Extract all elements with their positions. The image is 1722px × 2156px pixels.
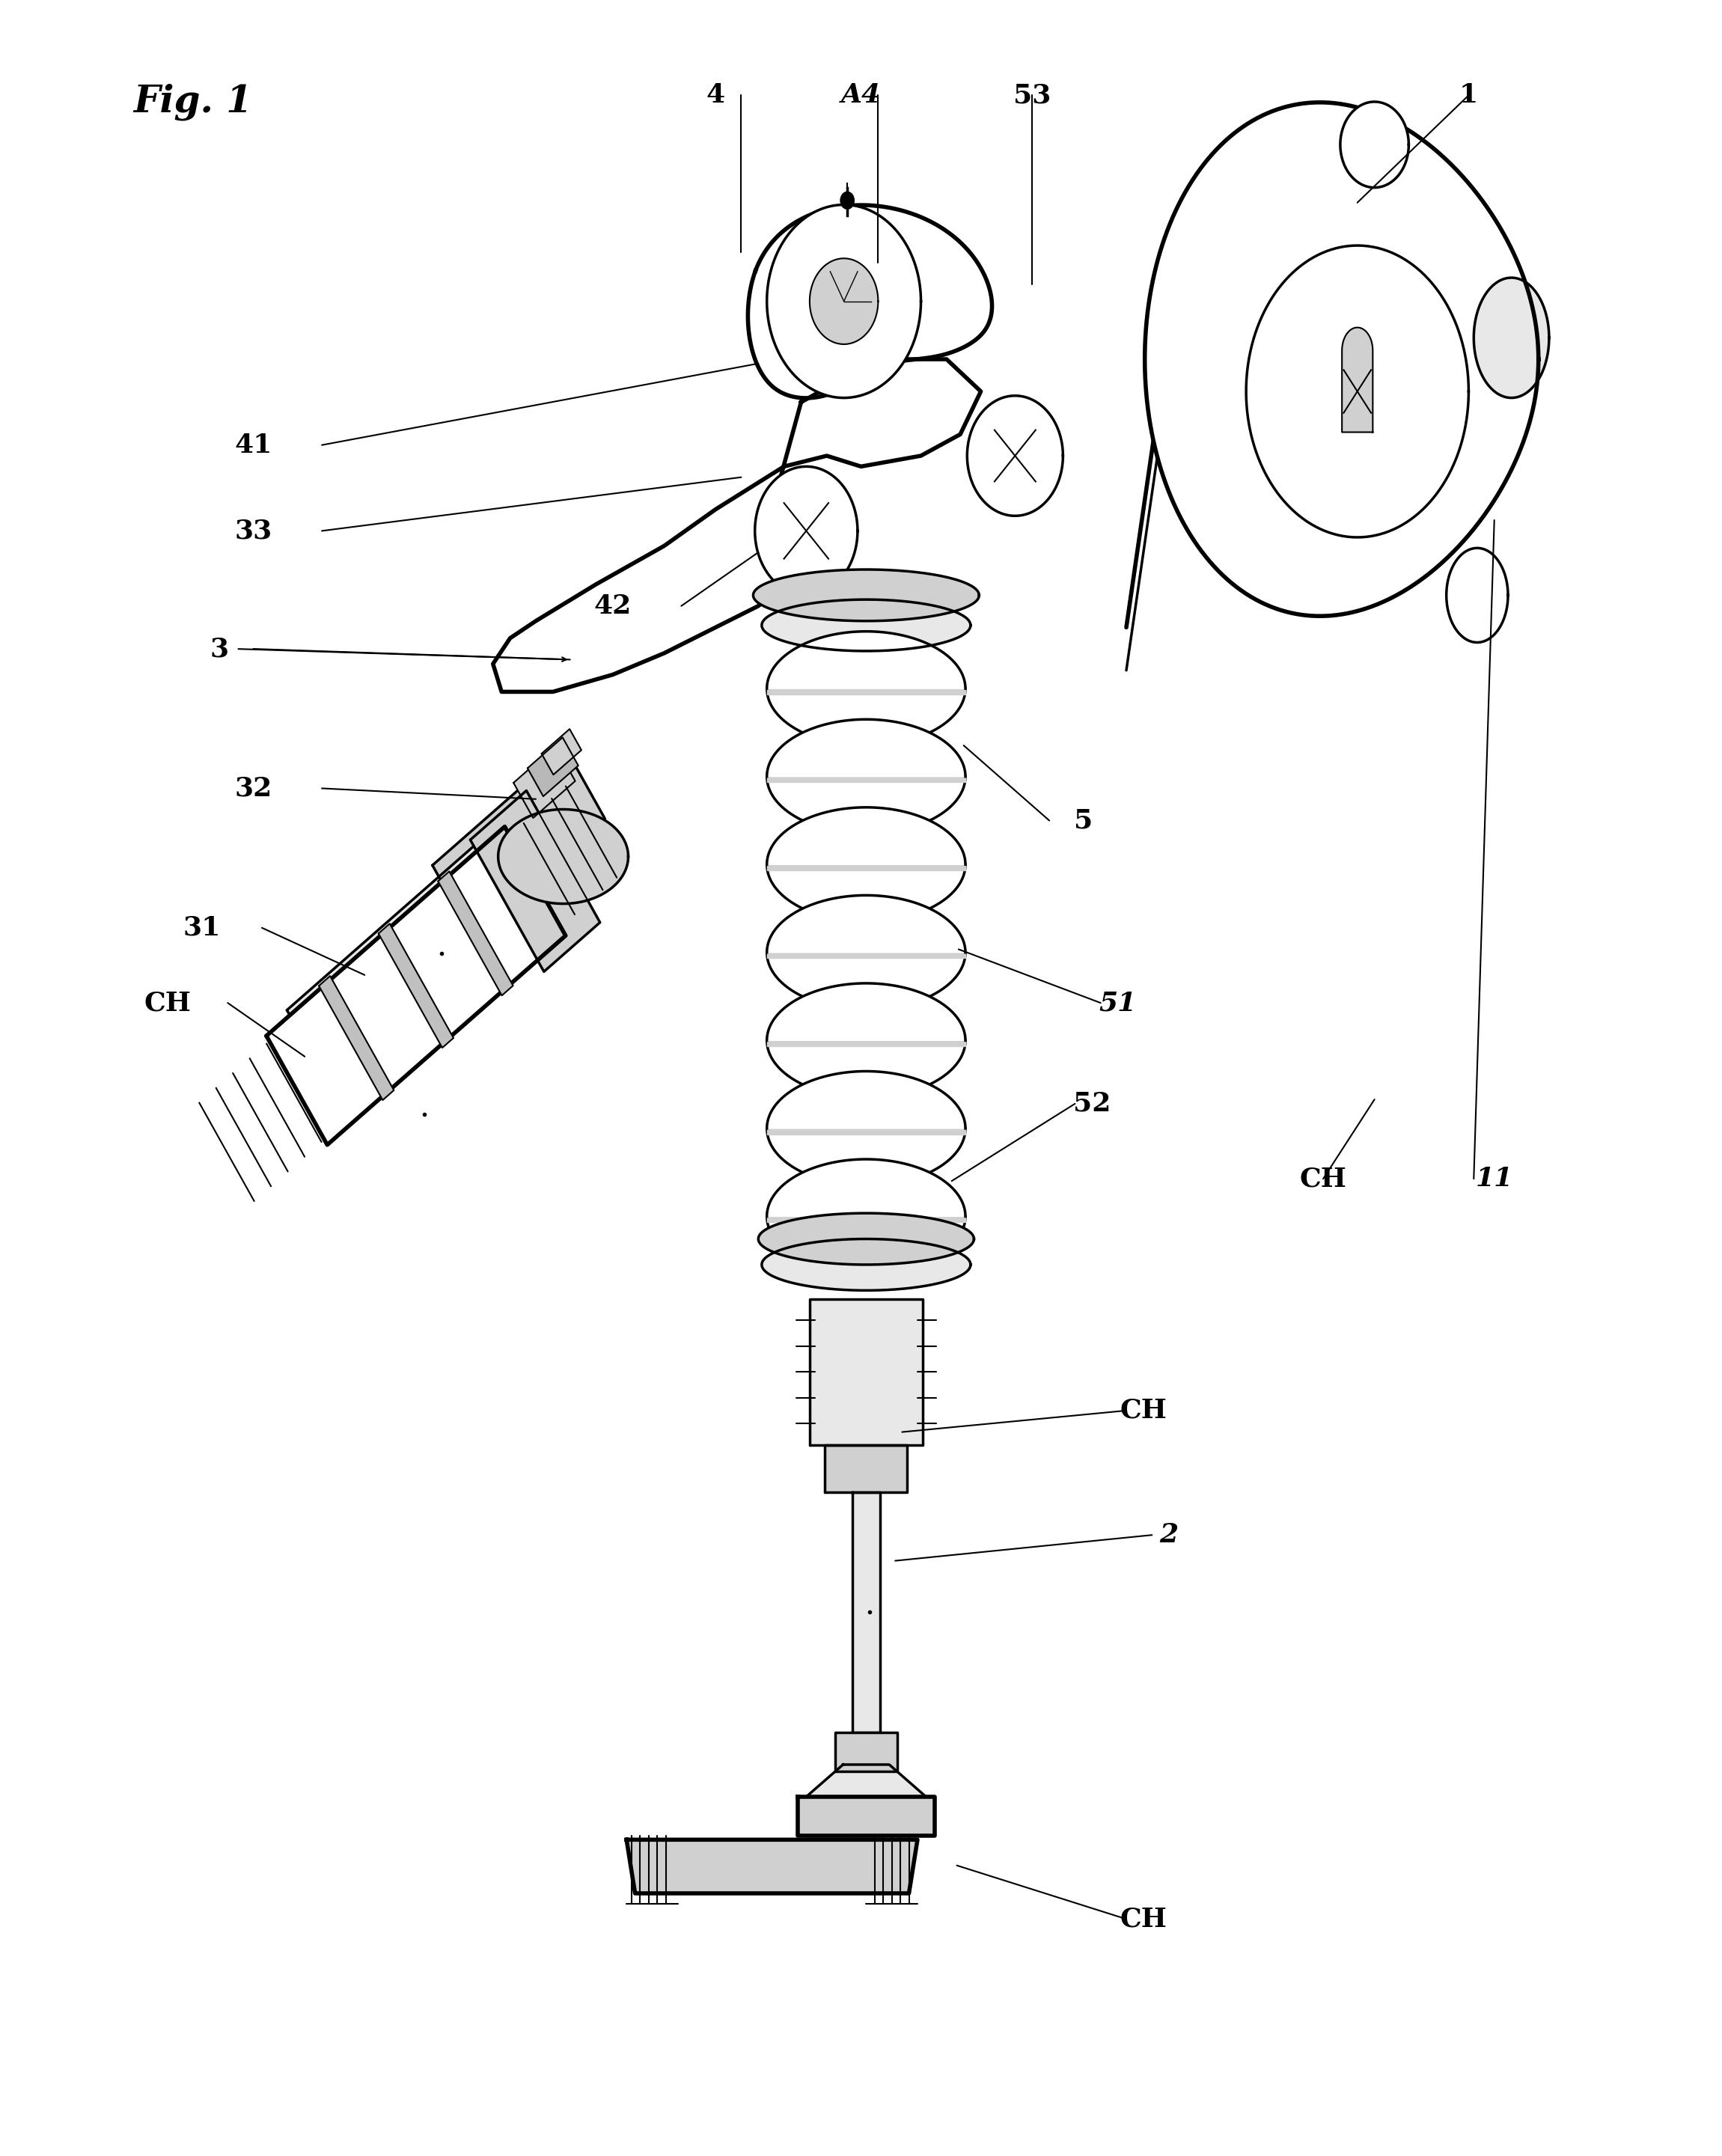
Polygon shape	[766, 1072, 966, 1128]
Polygon shape	[766, 632, 966, 688]
Polygon shape	[766, 983, 966, 1041]
Circle shape	[840, 192, 854, 209]
Polygon shape	[267, 826, 565, 1145]
Polygon shape	[766, 1123, 966, 1134]
Text: 3: 3	[210, 636, 229, 662]
Text: CH: CH	[1119, 1906, 1168, 1932]
Polygon shape	[766, 865, 966, 921]
Text: 1: 1	[1459, 82, 1477, 108]
Polygon shape	[761, 599, 971, 651]
Text: 32: 32	[234, 776, 272, 802]
Text: 51: 51	[1099, 990, 1137, 1015]
Polygon shape	[825, 1445, 907, 1492]
Text: Fig. 1: Fig. 1	[134, 84, 253, 121]
Text: 33: 33	[234, 517, 272, 543]
Polygon shape	[498, 808, 629, 903]
Polygon shape	[766, 776, 966, 834]
Text: 31: 31	[183, 914, 220, 940]
Polygon shape	[288, 800, 585, 1119]
Text: A4: A4	[840, 82, 882, 108]
Polygon shape	[753, 569, 980, 621]
Polygon shape	[470, 791, 599, 972]
Polygon shape	[379, 923, 453, 1048]
Text: CH: CH	[1119, 1397, 1168, 1423]
Polygon shape	[852, 1492, 880, 1733]
Polygon shape	[766, 946, 966, 957]
Polygon shape	[766, 720, 966, 776]
Polygon shape	[766, 1160, 966, 1216]
Text: 41: 41	[234, 433, 272, 457]
Polygon shape	[766, 895, 966, 953]
Polygon shape	[766, 688, 966, 746]
Text: 4: 4	[706, 82, 725, 108]
Polygon shape	[492, 360, 982, 692]
Polygon shape	[437, 871, 513, 996]
Polygon shape	[758, 1214, 975, 1266]
Polygon shape	[809, 1300, 923, 1445]
Polygon shape	[766, 858, 966, 871]
Polygon shape	[797, 1796, 935, 1835]
Polygon shape	[1474, 278, 1550, 399]
Text: CH: CH	[1300, 1166, 1347, 1192]
Polygon shape	[513, 746, 575, 817]
Text: 11: 11	[1476, 1166, 1514, 1192]
Polygon shape	[754, 466, 858, 595]
Polygon shape	[766, 806, 966, 865]
Text: 53: 53	[1013, 82, 1050, 108]
Polygon shape	[766, 772, 966, 783]
Polygon shape	[809, 259, 878, 345]
Polygon shape	[766, 1035, 966, 1046]
Text: CH: CH	[145, 990, 191, 1015]
Polygon shape	[766, 683, 966, 694]
Polygon shape	[432, 748, 604, 936]
Polygon shape	[835, 1733, 897, 1770]
Polygon shape	[766, 1041, 966, 1097]
Text: 52: 52	[1073, 1091, 1111, 1117]
Polygon shape	[766, 1216, 966, 1274]
Polygon shape	[968, 397, 1062, 515]
Text: 5: 5	[1075, 808, 1093, 832]
Polygon shape	[627, 1839, 918, 1893]
Polygon shape	[1247, 246, 1469, 537]
Polygon shape	[766, 205, 921, 399]
Polygon shape	[1340, 101, 1409, 188]
Polygon shape	[1446, 548, 1508, 642]
Polygon shape	[766, 953, 966, 1009]
Polygon shape	[1341, 328, 1372, 431]
Polygon shape	[747, 205, 992, 399]
Polygon shape	[761, 1240, 971, 1291]
Text: 42: 42	[594, 593, 632, 619]
Polygon shape	[319, 977, 394, 1100]
Polygon shape	[806, 1764, 926, 1796]
Polygon shape	[527, 737, 579, 796]
Polygon shape	[766, 1128, 966, 1186]
Polygon shape	[541, 729, 582, 774]
Polygon shape	[766, 1212, 966, 1222]
Text: 2: 2	[1159, 1522, 1178, 1548]
Polygon shape	[1145, 101, 1538, 617]
